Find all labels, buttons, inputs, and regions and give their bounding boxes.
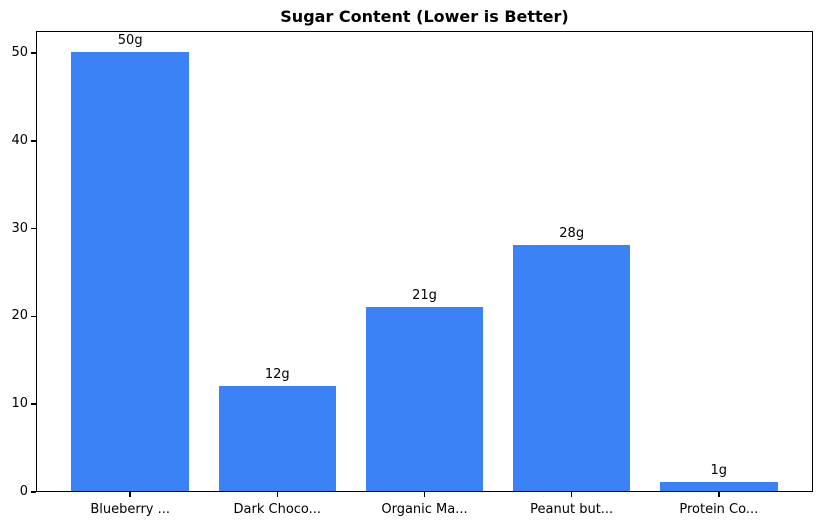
bar	[218, 385, 337, 491]
y-tick-mark	[31, 140, 36, 142]
bar	[660, 482, 778, 491]
y-tick-mark	[31, 491, 36, 493]
bar-value-label: 1g	[710, 463, 728, 479]
x-tick-mark	[570, 492, 573, 497]
x-tick-mark	[718, 492, 720, 497]
x-tick-label: Peanut but...	[530, 502, 614, 517]
y-tick-mark	[31, 315, 36, 318]
x-tick-mark	[129, 492, 131, 497]
plot-area-frame	[36, 31, 813, 492]
x-tick-label: Dark Choco...	[233, 502, 322, 517]
bar-value-label: 28g	[559, 226, 585, 242]
bar	[71, 52, 189, 491]
chart-title: Sugar Content (Lower is Better)	[280, 7, 569, 26]
y-tick-mark	[31, 227, 36, 230]
y-tick-label: 10	[11, 396, 28, 412]
x-tick-label: Organic Ma...	[381, 502, 468, 517]
y-tick-label: 0	[19, 484, 28, 499]
x-tick-label: Protein Co...	[679, 502, 759, 517]
y-tick-label: 30	[11, 220, 28, 236]
y-tick-label: 40	[11, 132, 28, 148]
x-tick-mark	[423, 492, 426, 497]
bar-value-label: 21g	[412, 287, 437, 303]
y-tick-mark	[31, 403, 36, 405]
bar-value-label: 50g	[117, 33, 143, 48]
y-tick-mark	[31, 52, 36, 54]
bar-value-label: 12g	[264, 366, 290, 382]
bar	[365, 306, 484, 491]
y-tick-label: 50	[11, 45, 28, 60]
bar	[512, 245, 631, 491]
x-tick-mark	[276, 492, 279, 497]
x-tick-label: Blueberry ...	[90, 502, 171, 517]
y-tick-label: 20	[11, 308, 28, 324]
